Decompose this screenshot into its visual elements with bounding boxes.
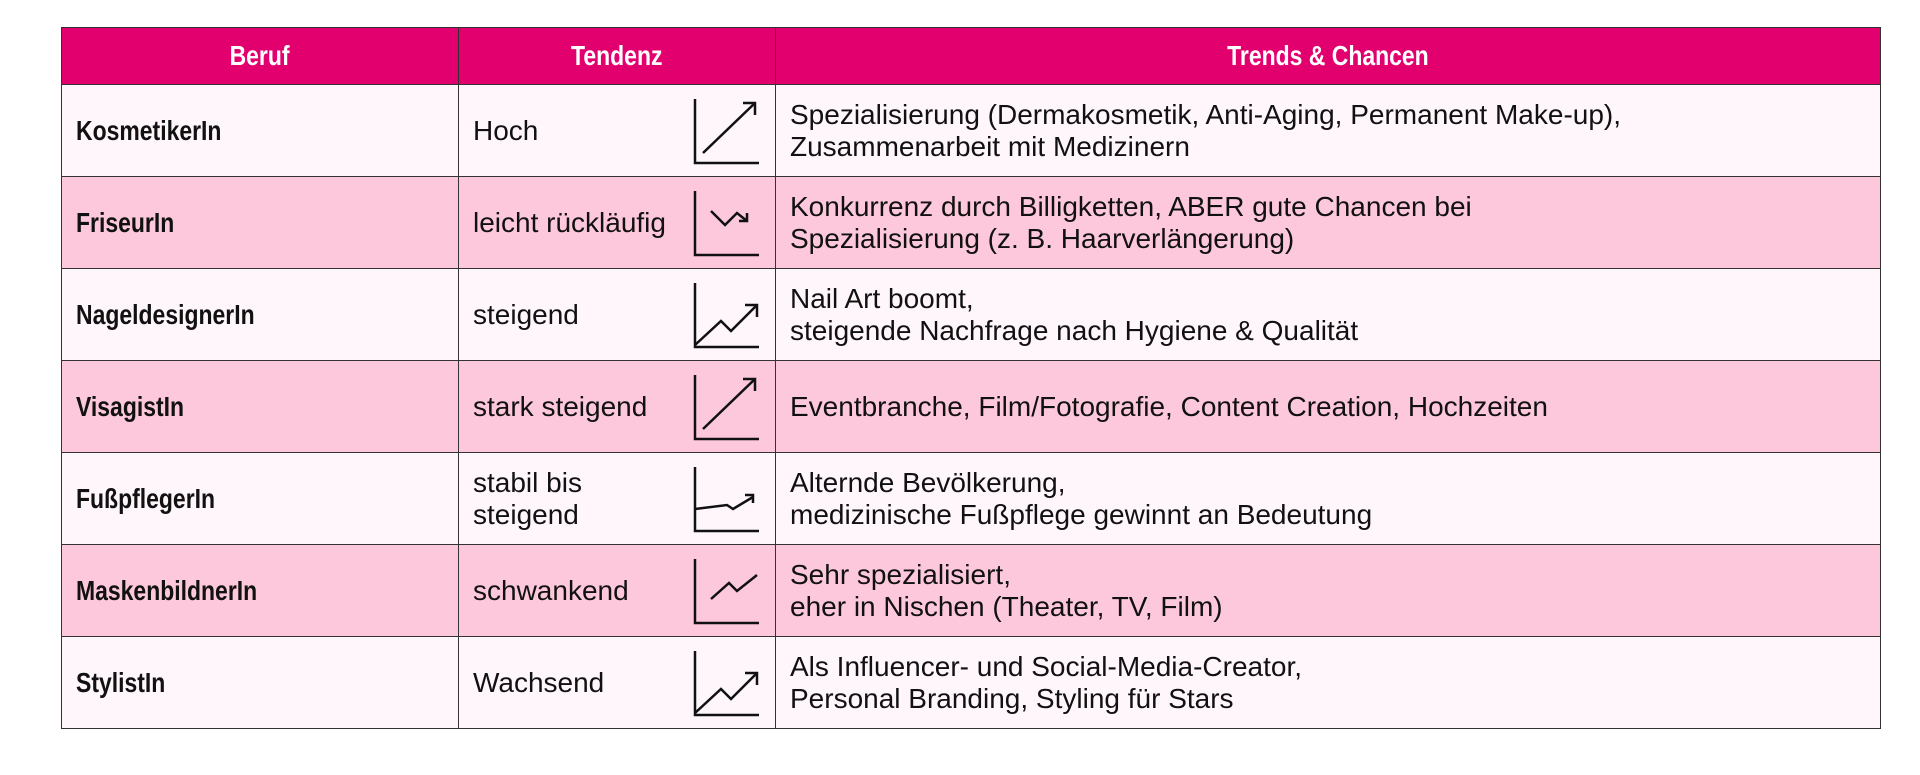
cell-beruf: MaskenbildnerIn — [61, 544, 459, 637]
trends-text: Spezialisierung (Dermakosmetik, Anti-Agi… — [790, 99, 1622, 162]
cell-trends: Sehr spezialisiert, eher in Nischen (The… — [775, 544, 1881, 637]
cell-trends: Spezialisierung (Dermakosmetik, Anti-Agi… — [775, 84, 1881, 177]
cell-beruf: NageldesignerIn — [61, 268, 459, 361]
header-label: Tendenz — [571, 40, 663, 71]
trends-text: Konkurrenz durch Billigketten, ABER gute… — [790, 191, 1472, 254]
cell-tendenz: stark steigend — [458, 360, 776, 453]
tendenz-label: stark steigend — [473, 390, 648, 422]
cell-trends: Eventbranche, Film/Fotografie, Content C… — [775, 360, 1881, 453]
tendenz-label: steigend — [473, 298, 579, 330]
header-label: Trends & Chancen — [1227, 40, 1429, 71]
tendenz-label: schwankend — [473, 574, 629, 606]
trends-text: Nail Art boomt, steigende Nachfrage nach… — [790, 283, 1359, 346]
cell-tendenz: steigend — [458, 268, 776, 361]
trends-text: Sehr spezialisiert, eher in Nischen (The… — [790, 559, 1223, 622]
header-tendenz: Tendenz — [458, 27, 776, 85]
cell-tendenz: Wachsend — [458, 636, 776, 729]
cell-tendenz: leicht rückläufig — [458, 176, 776, 269]
trend-slight-down-icon — [693, 190, 759, 256]
cell-tendenz: Hoch — [458, 84, 776, 177]
trend-steep-up-icon — [693, 374, 759, 440]
cell-trends: Konkurrenz durch Billigketten, ABER gute… — [775, 176, 1881, 269]
table-row: FußpflegerIn stabil bis steigend Alternde … — [61, 452, 1881, 545]
tendenz-label: stabil bis steigend — [473, 467, 582, 530]
trend-flat-up-icon — [693, 466, 759, 532]
table-row: FriseurIn leicht rückläufig Konkurrenz dur… — [61, 176, 1881, 269]
cell-beruf: FriseurIn — [61, 176, 459, 269]
trend-fluctuating-icon — [693, 558, 759, 624]
table-row: StylistIn Wachsend Als Influencer- und Soc… — [61, 636, 1881, 729]
beruf-label: FußpflegerIn — [76, 482, 216, 514]
table-row: KosmetikerIn Hoch Spezialisierung (Dermako… — [61, 84, 1881, 177]
beruf-label: VisagistIn — [76, 390, 185, 422]
tendenz-label: Hoch — [473, 114, 539, 146]
cell-tendenz: stabil bis steigend — [458, 452, 776, 545]
cell-trends: Als Influencer- und Social-Media-Creator… — [775, 636, 1881, 729]
trends-text: Eventbranche, Film/Fotografie, Content C… — [790, 390, 1548, 422]
beruf-label: FriseurIn — [76, 206, 175, 238]
table-row: VisagistIn stark steigend Eventbranche, Fi… — [61, 360, 1881, 453]
header-label: Beruf — [230, 40, 290, 71]
cell-beruf: VisagistIn — [61, 360, 459, 453]
trends-text: Als Influencer- und Social-Media-Creator… — [790, 651, 1303, 714]
cell-trends: Nail Art boomt, steigende Nachfrage nach… — [775, 268, 1881, 361]
trend-steep-up-icon — [693, 98, 759, 164]
cell-beruf: KosmetikerIn — [61, 84, 459, 177]
cell-trends: Alternde Bevölkerung, medizinische Fußpf… — [775, 452, 1881, 545]
trend-zigzag-up-icon — [693, 650, 759, 716]
beruf-label: NageldesignerIn — [76, 298, 255, 330]
cell-tendenz: schwankend — [458, 544, 776, 637]
beruf-label: StylistIn — [76, 666, 166, 698]
trends-text: Alternde Bevölkerung, medizinische Fußpf… — [790, 467, 1373, 530]
header-trends: Trends & Chancen — [775, 27, 1881, 85]
header-beruf: Beruf — [61, 27, 459, 85]
careers-table: Beruf Tendenz Trends & Chancen Kosmetike… — [61, 27, 1881, 729]
beruf-label: MaskenbildnerIn — [76, 574, 258, 606]
beruf-label: KosmetikerIn — [76, 114, 222, 146]
cell-beruf: StylistIn — [61, 636, 459, 729]
tendenz-label: Wachsend — [473, 666, 605, 698]
cell-beruf: FußpflegerIn — [61, 452, 459, 545]
header-row: Beruf Tendenz Trends & Chancen — [61, 27, 1881, 85]
trend-zigzag-up-icon — [693, 282, 759, 348]
table-row: MaskenbildnerIn schwankend Sehr spezialisi… — [61, 544, 1881, 637]
tendenz-label: leicht rückläufig — [473, 206, 666, 238]
table-row: NageldesignerIn steigend Nail Art boomt, s… — [61, 268, 1881, 361]
